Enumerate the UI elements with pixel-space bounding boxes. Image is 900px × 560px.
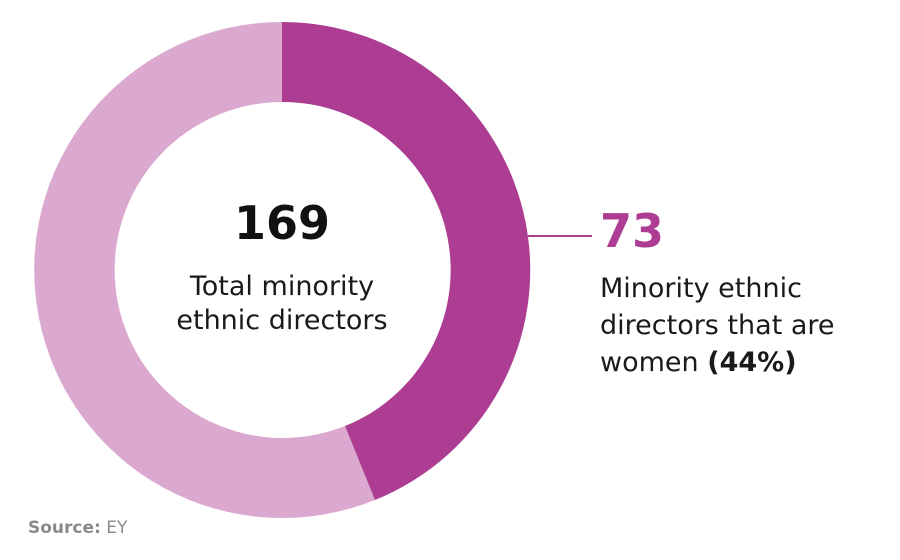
callout-label: Minority ethnic directors that are women… <box>600 270 900 381</box>
source-value: EY <box>106 518 128 538</box>
callout-value: 73 <box>600 204 665 258</box>
callout-label-word: women <box>600 347 699 378</box>
callout-label-line1: Minority ethnic <box>600 273 802 304</box>
callout-label-line3: women (44%) <box>600 344 900 381</box>
center-total-label: Total minority ethnic directors <box>152 270 412 338</box>
donut-segment-women <box>282 21 531 501</box>
center-total-value: 169 <box>233 196 331 250</box>
center-label-line1: Total minority <box>189 271 375 302</box>
center-label-line2: ethnic directors <box>176 305 388 336</box>
donut-segment-other <box>34 22 375 518</box>
callout-label-line2: directors that are <box>600 310 835 341</box>
callout-connector <box>528 235 592 237</box>
source-label: Source: <box>28 518 101 538</box>
source-note: Source: EY <box>28 518 127 538</box>
callout-percent: (44%) <box>707 347 797 378</box>
